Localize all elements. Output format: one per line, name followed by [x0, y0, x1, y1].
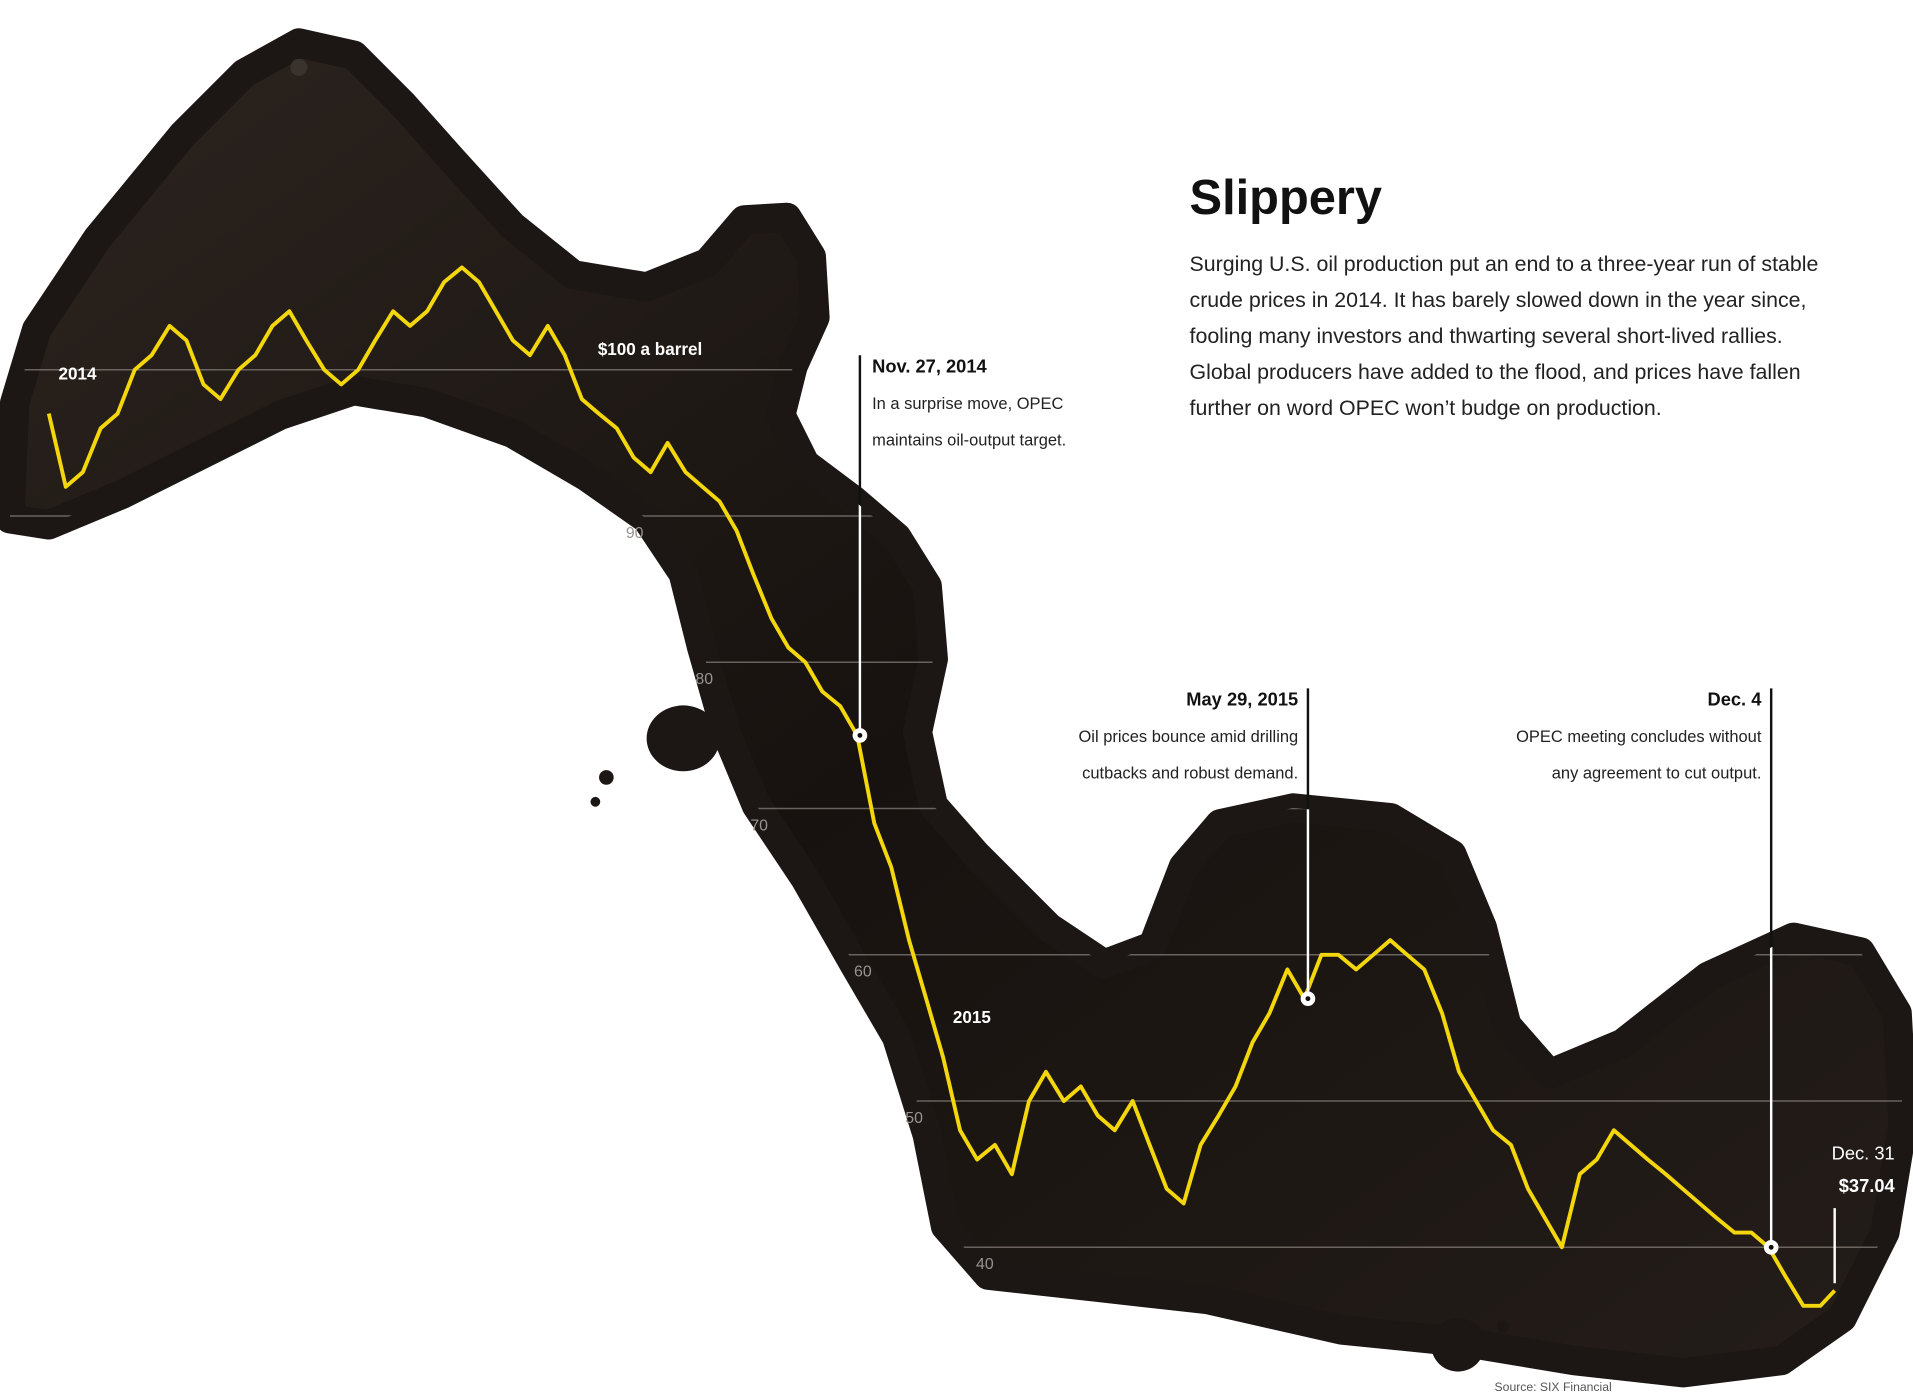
price-line [46, 265, 1837, 1308]
oil-drop [290, 58, 308, 76]
y-tick-label: 70 [750, 817, 768, 834]
x-tick-label: 2015 [953, 1008, 991, 1027]
end-date: Dec. 31 [1832, 1142, 1895, 1163]
end-value-label: $37.04 [1839, 1175, 1896, 1196]
marks-layer: 40 50 60 70 80 90 $100 a barrel 2014 2015 Nov. 27… [46, 265, 1896, 1308]
y-tick-label: $100 a barrel [598, 340, 702, 359]
annotation-text: In a surprise move, OPEC [872, 395, 1063, 413]
annotation-date: May 29, 2015 [1186, 688, 1298, 709]
oil-drop [1496, 1320, 1510, 1333]
y-tick-label: 60 [854, 964, 872, 981]
subtitle-line: crude prices in 2014. It has barely slow… [1190, 288, 1807, 312]
subtitle-line: Global producers have added to the flood… [1190, 360, 1801, 384]
y-tick-label: 50 [905, 1110, 923, 1127]
oil-drop [1431, 1317, 1485, 1372]
subtitle-line: Surging U.S. oil production put an end t… [1190, 252, 1819, 276]
annotation-dot [1300, 991, 1316, 1006]
chart-title: Slippery [1190, 171, 1383, 225]
annotation-text: OPEC meeting concludes without [1516, 728, 1762, 746]
annotation-dot [1763, 1239, 1779, 1255]
y-tick-label: 90 [626, 525, 644, 542]
oil-drop [599, 770, 614, 785]
oil-drop [590, 796, 601, 807]
annotation-text: any agreement to cut output. [1552, 765, 1762, 783]
subtitle-line: fooling many investors and thwarting sev… [1190, 324, 1783, 348]
annotation-date: Dec. 4 [1707, 688, 1762, 709]
annotation-date: Nov. 27, 2014 [872, 355, 987, 376]
x-tick-label: 2014 [59, 364, 97, 383]
oil-slick [0, 28, 1913, 1388]
annotation-text: Oil prices bounce amid drilling [1078, 728, 1298, 746]
annotation-text: maintains oil-output target. [872, 432, 1066, 450]
y-tick-label: 80 [695, 671, 713, 688]
subtitle-line: further on word OPEC won’t budge on prod… [1190, 396, 1662, 420]
oil-drop [646, 705, 720, 772]
annotation-text: cutbacks and robust demand. [1082, 765, 1298, 783]
source-note: Source: SIX Financial [1495, 1380, 1612, 1394]
annotation-dot [852, 728, 868, 743]
y-tick-label: 40 [976, 1256, 994, 1273]
